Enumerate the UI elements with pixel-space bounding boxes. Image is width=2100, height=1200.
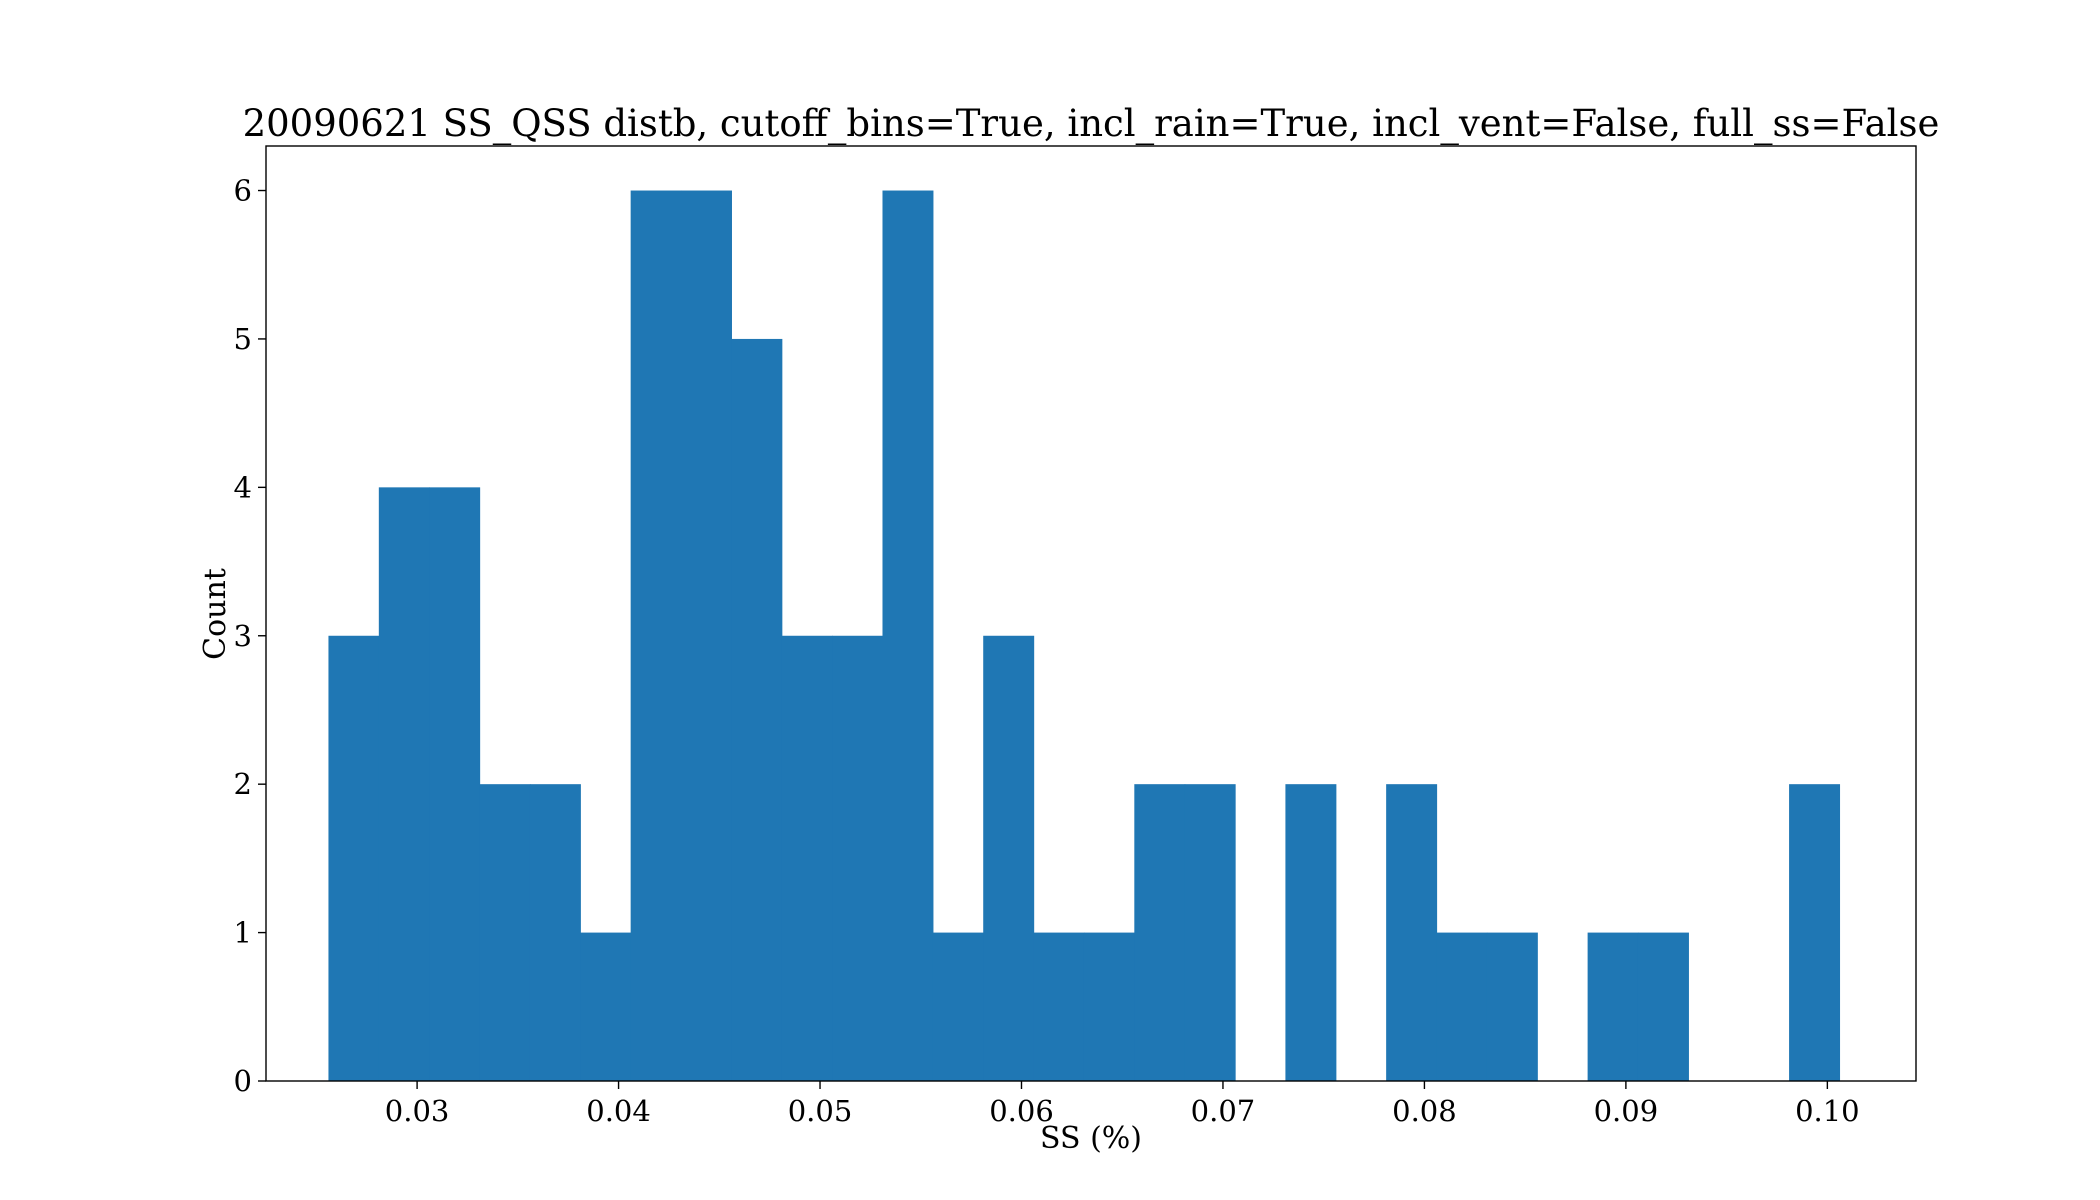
- y-tick-label: 0: [234, 1064, 252, 1098]
- histogram-bar: [781, 635, 833, 1081]
- histogram-bar: [378, 487, 430, 1081]
- x-tick-label: 0.05: [788, 1094, 853, 1128]
- histogram-bar: [328, 635, 380, 1081]
- x-tick-label: 0.10: [1795, 1094, 1860, 1128]
- y-tick-label: 4: [234, 470, 252, 504]
- x-axis-label: SS (%): [1040, 1121, 1142, 1156]
- histogram-bar: [932, 932, 984, 1081]
- x-axis-ticks: 0.03 0.04 0.05 0.06 0.07 0.08 0.09 0.10: [385, 1081, 1860, 1128]
- histogram-bar: [1083, 932, 1135, 1081]
- x-tick-label: 0.07: [1191, 1094, 1256, 1128]
- histogram-bar: [983, 635, 1035, 1081]
- y-tick-label: 2: [234, 767, 252, 801]
- y-tick-label: 5: [234, 322, 252, 356]
- histogram-bar: [882, 190, 934, 1081]
- histogram-bar: [429, 487, 481, 1081]
- y-tick-label: 1: [234, 916, 252, 950]
- histogram-bar: [1637, 932, 1689, 1081]
- plot-frame: [265, 145, 1917, 1082]
- histogram-bar: [1033, 932, 1085, 1081]
- histogram-bar: [580, 932, 632, 1081]
- histogram-bar: [832, 635, 884, 1081]
- histogram-bar: [681, 190, 732, 1081]
- histogram-bar: [1587, 932, 1639, 1081]
- y-tick-label: 6: [234, 174, 252, 208]
- y-axis-ticks: 0 1 2 3 4 5 6: [234, 174, 266, 1098]
- x-tick-label: 0.09: [1594, 1094, 1659, 1128]
- histogram-bar: [1285, 784, 1337, 1081]
- histogram-bar: [1789, 784, 1841, 1081]
- x-tick-label: 0.08: [1392, 1094, 1457, 1128]
- x-tick-label: 0.04: [586, 1094, 651, 1128]
- histogram-bar: [1386, 784, 1438, 1081]
- histogram-bar: [479, 784, 531, 1081]
- histogram-bar: [529, 784, 581, 1081]
- histogram-bar: [1436, 932, 1488, 1081]
- y-tick-label: 3: [234, 619, 252, 653]
- histogram-bars: [328, 190, 1841, 1081]
- x-tick-label: 0.06: [989, 1094, 1054, 1128]
- histogram-bar: [630, 190, 682, 1081]
- chart-title: 20090621 SS_QSS distb, cutoff_bins=True,…: [243, 102, 1940, 146]
- x-tick-label: 0.03: [385, 1094, 450, 1128]
- y-axis-label: Count: [198, 568, 233, 660]
- histogram-bar: [731, 338, 783, 1081]
- histogram-bar: [1486, 932, 1538, 1081]
- histogram-bar: [1134, 784, 1186, 1081]
- histogram-bar: [1184, 784, 1236, 1081]
